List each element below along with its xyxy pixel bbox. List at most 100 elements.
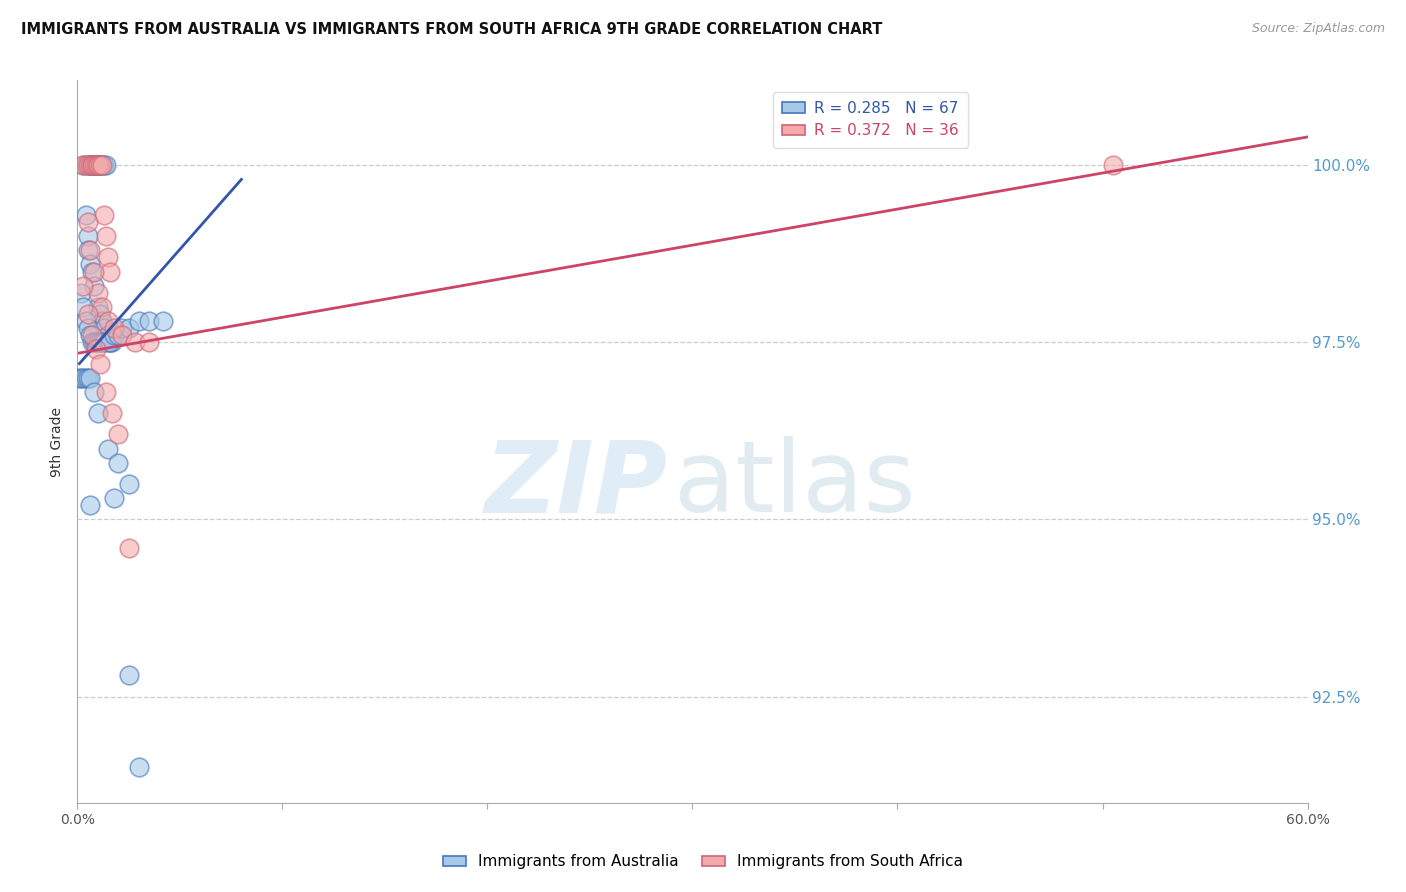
Point — [138, 314, 160, 328]
Point — [98, 335, 121, 350]
Point — [87, 158, 110, 172]
Point — [75, 314, 97, 328]
Text: ZIP: ZIP — [485, 436, 668, 533]
Point — [98, 264, 121, 278]
Point — [76, 321, 98, 335]
Point — [89, 158, 111, 172]
Point — [93, 335, 115, 350]
Point — [79, 244, 101, 258]
Point — [89, 307, 111, 321]
Point — [94, 229, 117, 244]
Point — [97, 251, 120, 265]
Point — [84, 158, 107, 172]
Point — [90, 335, 114, 350]
Point — [87, 285, 110, 300]
Point — [90, 300, 114, 314]
Point — [76, 158, 98, 172]
Point — [79, 158, 101, 172]
Point — [72, 371, 94, 385]
Y-axis label: 9th Grade: 9th Grade — [51, 407, 65, 476]
Point — [1101, 158, 1123, 172]
Point — [97, 335, 120, 350]
Point — [79, 257, 101, 271]
Point — [72, 158, 94, 172]
Point — [75, 208, 97, 222]
Legend: Immigrants from Australia, Immigrants from South Africa: Immigrants from Australia, Immigrants fr… — [437, 848, 969, 875]
Point — [84, 343, 107, 357]
Point — [83, 335, 105, 350]
Point — [70, 371, 93, 385]
Point — [138, 335, 160, 350]
Point — [124, 335, 146, 350]
Point — [79, 328, 101, 343]
Point — [83, 384, 105, 399]
Point — [84, 158, 107, 172]
Point — [83, 158, 105, 172]
Point — [93, 208, 115, 222]
Point — [83, 158, 105, 172]
Text: atlas: atlas — [673, 436, 915, 533]
Point — [101, 335, 124, 350]
Point — [94, 384, 117, 399]
Point — [87, 406, 110, 420]
Point — [90, 158, 114, 172]
Point — [83, 158, 105, 172]
Point — [87, 158, 110, 172]
Point — [90, 158, 114, 172]
Point — [93, 321, 115, 335]
Point — [87, 158, 110, 172]
Point — [87, 158, 110, 172]
Point — [76, 215, 98, 229]
Point — [72, 300, 94, 314]
Text: IMMIGRANTS FROM AUSTRALIA VS IMMIGRANTS FROM SOUTH AFRICA 9TH GRADE CORRELATION : IMMIGRANTS FROM AUSTRALIA VS IMMIGRANTS … — [21, 22, 883, 37]
Point — [80, 335, 103, 350]
Point — [101, 406, 124, 420]
Point — [75, 371, 97, 385]
Point — [90, 314, 114, 328]
Point — [98, 335, 121, 350]
Point — [89, 357, 111, 371]
Point — [97, 328, 120, 343]
Point — [94, 158, 117, 172]
Point — [107, 328, 129, 343]
Point — [117, 541, 139, 555]
Point — [128, 760, 150, 774]
Text: Source: ZipAtlas.com: Source: ZipAtlas.com — [1251, 22, 1385, 36]
Point — [103, 328, 125, 343]
Point — [107, 456, 129, 470]
Point — [79, 158, 101, 172]
Point — [97, 314, 120, 328]
Point — [152, 314, 174, 328]
Point — [80, 158, 103, 172]
Point — [79, 498, 101, 512]
Point — [111, 321, 134, 335]
Point — [80, 328, 103, 343]
Point — [79, 371, 101, 385]
Point — [117, 477, 139, 491]
Point — [117, 321, 139, 335]
Point — [79, 158, 101, 172]
Point — [84, 158, 107, 172]
Point — [128, 314, 150, 328]
Point — [89, 158, 111, 172]
Point — [76, 158, 98, 172]
Point — [111, 328, 134, 343]
Point — [89, 158, 111, 172]
Point — [75, 158, 97, 172]
Point — [84, 335, 107, 350]
Point — [103, 321, 125, 335]
Point — [87, 335, 110, 350]
Legend: R = 0.285   N = 67, R = 0.372   N = 36: R = 0.285 N = 67, R = 0.372 N = 36 — [773, 92, 967, 147]
Point — [72, 158, 94, 172]
Point — [76, 307, 98, 321]
Point — [87, 300, 110, 314]
Point — [76, 229, 98, 244]
Point — [97, 442, 120, 456]
Point — [80, 158, 103, 172]
Point — [67, 371, 90, 385]
Point — [80, 158, 103, 172]
Point — [103, 491, 125, 506]
Point — [117, 668, 139, 682]
Point — [76, 244, 98, 258]
Point — [107, 427, 129, 442]
